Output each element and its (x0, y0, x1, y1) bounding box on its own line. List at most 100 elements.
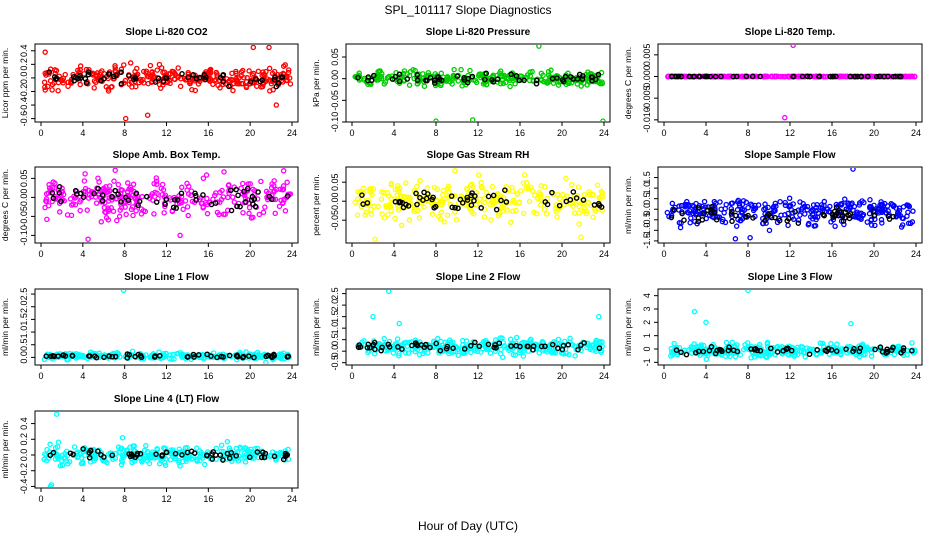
data-point (55, 87, 61, 94)
highlight-point (112, 187, 118, 194)
highlight-point (516, 77, 522, 84)
highlight-point (171, 196, 178, 203)
data-point (581, 200, 588, 206)
data-point (219, 187, 225, 194)
y-tick-label: 0.0 (330, 345, 340, 358)
highlight-point (379, 344, 385, 351)
data-point (568, 181, 575, 188)
data-point (862, 351, 868, 358)
highlight-point (455, 205, 461, 212)
data-point (879, 220, 885, 226)
data-point (44, 83, 51, 90)
x-tick-label: 12 (473, 249, 483, 259)
highlight-point (279, 74, 286, 80)
data-point (692, 205, 699, 211)
data-point (405, 194, 411, 201)
x-tick-label: 16 (203, 249, 213, 259)
highlight-point (762, 217, 768, 224)
data-point (590, 214, 596, 220)
data-point (688, 344, 695, 350)
x-tick-label: 12 (785, 128, 795, 138)
highlight-point (468, 202, 475, 208)
data-point (490, 201, 496, 207)
data-point (828, 340, 834, 347)
highlight-point (152, 353, 158, 359)
highlight-point (360, 201, 366, 207)
highlight-point (886, 216, 893, 222)
data-point (139, 459, 145, 465)
highlight-point (502, 187, 508, 193)
highlight-point (764, 213, 770, 219)
panel-1: Slope Li-820 CO2 Licor ppm per min. 0 4 8 12 1… (0, 27, 299, 138)
y-tick-label: -0.4 (19, 97, 29, 113)
data-point (255, 454, 262, 461)
data-point (67, 196, 74, 202)
x-tick-label: 20 (869, 249, 879, 259)
highlight-point (135, 202, 141, 209)
data-point (103, 215, 110, 221)
data-point (669, 352, 676, 358)
x-tick-label: 4 (80, 494, 85, 504)
data-point (453, 217, 460, 223)
data-point (274, 454, 280, 460)
data-point (179, 450, 185, 456)
data-point (772, 73, 778, 80)
data-point (669, 200, 676, 207)
highlight-point (111, 73, 117, 80)
data-point (688, 215, 694, 221)
data-point (468, 349, 474, 356)
data-point (584, 82, 590, 88)
data-point (499, 354, 506, 361)
data-point (840, 73, 846, 80)
highlight-point (58, 198, 64, 205)
highlight-point (251, 354, 257, 361)
data-point (82, 171, 88, 177)
highlight-point (489, 77, 495, 83)
highlight-point (403, 201, 409, 208)
y-tick-label: 0.05 (330, 48, 340, 66)
data-point (204, 210, 211, 217)
data-point (405, 350, 412, 356)
highlight-point (745, 212, 751, 219)
data-point (665, 73, 672, 80)
panel-title: Slope Line 4 (LT) Flow (114, 394, 220, 405)
x-tick-label: 16 (827, 128, 837, 138)
outlier-point (745, 290, 751, 294)
data-point (170, 351, 176, 358)
data-point (909, 340, 915, 346)
x-tick-label: 16 (203, 371, 213, 381)
data-point (80, 460, 86, 467)
data-point (178, 193, 185, 200)
outlier-point (370, 313, 376, 320)
x-tick-label: 8 (122, 494, 127, 504)
data-point (805, 222, 812, 228)
data-point (63, 458, 70, 464)
highlight-point (712, 73, 719, 80)
data-point (233, 68, 239, 75)
data-point (255, 68, 262, 75)
outlier-point (177, 232, 183, 239)
data-point (733, 223, 740, 229)
data-point (378, 189, 385, 195)
data-point (513, 207, 519, 214)
data-point (817, 340, 824, 346)
data-point (143, 442, 149, 449)
y-tick-label: -1 (642, 358, 652, 366)
highlight-point (704, 207, 711, 214)
highlight-point (163, 449, 170, 456)
data-point (77, 81, 83, 88)
data-point (586, 189, 592, 195)
highlight-point (695, 73, 702, 80)
highlight-point (412, 340, 419, 346)
y-tick-label: 0.00 (19, 189, 29, 207)
data-point (544, 80, 551, 86)
highlight-point (155, 75, 162, 82)
y-tick-label: 0.5 (19, 338, 29, 351)
data-point (269, 181, 275, 187)
y-tick-label: -0.05 (330, 210, 340, 231)
data-point (218, 442, 225, 448)
data-point (167, 457, 174, 463)
data-point (127, 60, 134, 66)
data-point (411, 206, 418, 212)
